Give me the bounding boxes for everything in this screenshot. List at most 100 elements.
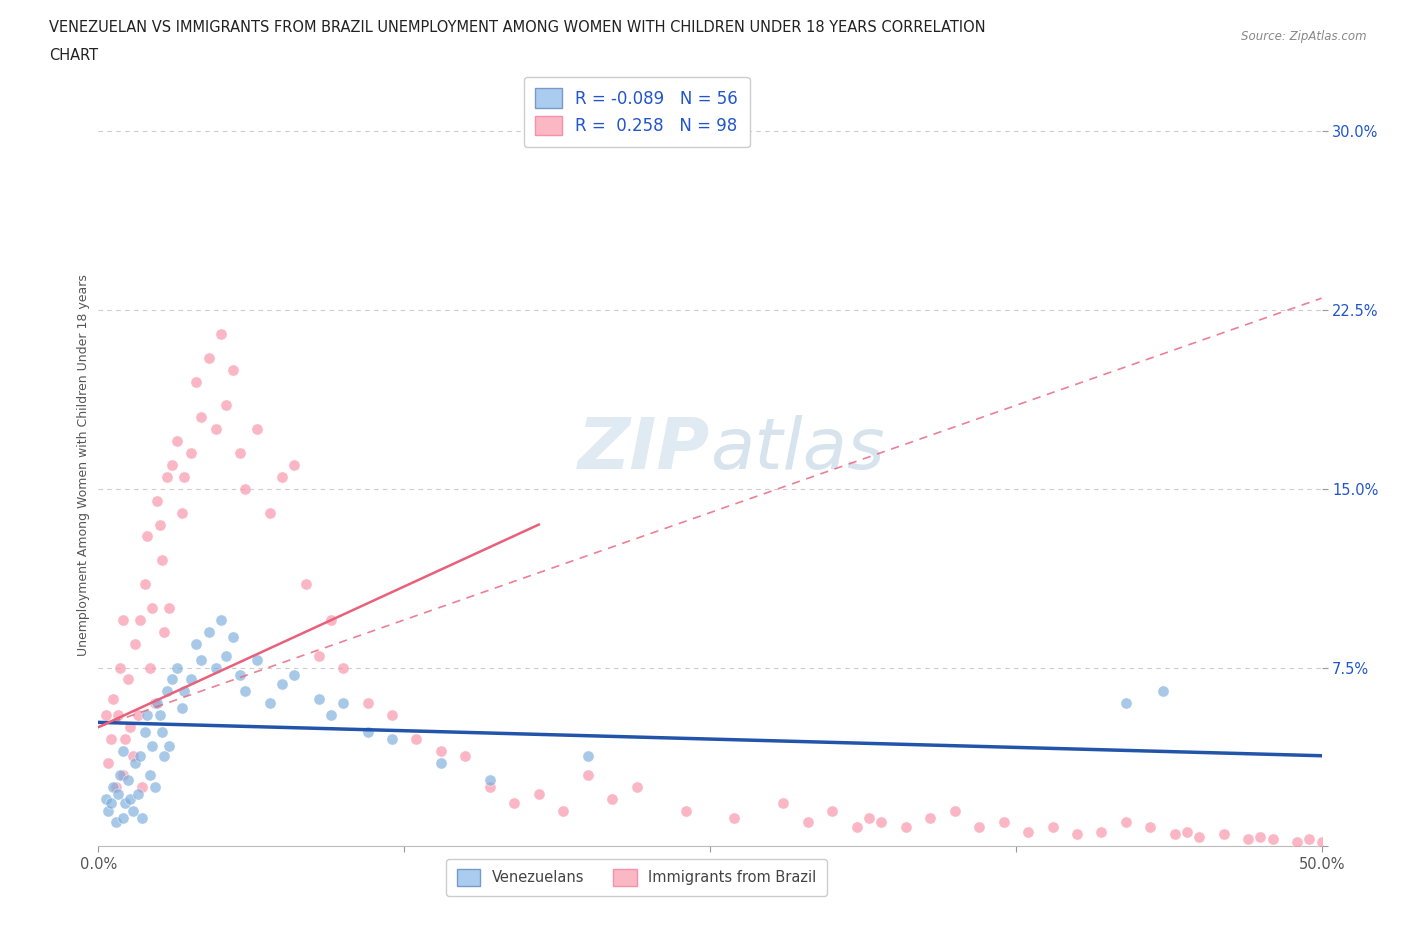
- Point: [723, 810, 745, 825]
- Point: [553, 804, 575, 818]
- Point: [170, 505, 193, 520]
- Point: [166, 660, 188, 675]
- Point: [146, 696, 169, 711]
- Point: [117, 672, 139, 687]
- Point: [209, 613, 232, 628]
- Point: [136, 708, 159, 723]
- Point: [131, 779, 153, 794]
- Point: [120, 791, 142, 806]
- Point: [270, 677, 294, 692]
- Text: VENEZUELAN VS IMMIGRANTS FROM BRAZIL UNEMPLOYMENT AMONG WOMEN WITH CHILDREN UNDE: VENEZUELAN VS IMMIGRANTS FROM BRAZIL UNE…: [49, 20, 986, 35]
- Point: [121, 749, 143, 764]
- Point: [943, 804, 966, 818]
- Point: [186, 374, 208, 389]
- Point: [190, 410, 212, 425]
- Point: [205, 422, 228, 437]
- Y-axis label: Unemployment Among Women with Children Under 18 years: Unemployment Among Women with Children U…: [77, 274, 90, 656]
- Point: [209, 326, 232, 341]
- Point: [821, 804, 844, 818]
- Point: [101, 691, 124, 706]
- Point: [136, 529, 159, 544]
- Point: [1286, 834, 1309, 849]
- Point: [111, 744, 134, 759]
- Point: [920, 810, 942, 825]
- Point: [356, 724, 378, 739]
- Point: [308, 691, 330, 706]
- Point: [1310, 834, 1333, 849]
- Point: [104, 779, 127, 794]
- Point: [381, 732, 404, 747]
- Point: [173, 684, 195, 698]
- Point: [100, 732, 122, 747]
- Point: [150, 724, 173, 739]
- Point: [180, 445, 202, 460]
- Point: [1115, 696, 1137, 711]
- Point: [156, 470, 179, 485]
- Point: [626, 779, 648, 794]
- Point: [1175, 825, 1198, 840]
- Point: [94, 791, 117, 806]
- Point: [1298, 831, 1320, 846]
- Point: [97, 755, 120, 770]
- Point: [111, 767, 134, 782]
- Point: [222, 630, 245, 644]
- Point: [1237, 831, 1260, 846]
- Point: [430, 755, 453, 770]
- Point: [1090, 825, 1112, 840]
- Point: [160, 458, 183, 472]
- Point: [246, 653, 269, 668]
- Legend: Venezuelans, Immigrants from Brazil: Venezuelans, Immigrants from Brazil: [447, 859, 827, 897]
- Point: [1334, 836, 1357, 851]
- Point: [894, 820, 917, 835]
- Point: [205, 660, 228, 675]
- Point: [675, 804, 697, 818]
- Point: [129, 613, 152, 628]
- Point: [107, 787, 129, 802]
- Point: [173, 470, 195, 485]
- Point: [246, 422, 269, 437]
- Point: [283, 458, 305, 472]
- Point: [124, 636, 146, 651]
- Point: [295, 577, 318, 591]
- Point: [146, 493, 169, 508]
- Point: [319, 613, 342, 628]
- Point: [214, 648, 236, 663]
- Point: [114, 732, 136, 747]
- Point: [797, 815, 820, 830]
- Point: [141, 601, 163, 616]
- Point: [153, 749, 176, 764]
- Point: [259, 696, 281, 711]
- Point: [858, 810, 880, 825]
- Point: [157, 738, 180, 753]
- Point: [127, 787, 149, 802]
- Point: [170, 700, 193, 715]
- Point: [1115, 815, 1137, 830]
- Point: [149, 708, 172, 723]
- Point: [478, 772, 501, 787]
- Point: [1042, 820, 1064, 835]
- Point: [94, 708, 117, 723]
- Point: [180, 672, 202, 687]
- Point: [1396, 834, 1406, 849]
- Point: [1152, 684, 1174, 698]
- Point: [1139, 820, 1161, 835]
- Point: [197, 351, 219, 365]
- Point: [110, 660, 132, 675]
- Point: [111, 613, 134, 628]
- Point: [120, 720, 142, 735]
- Point: [1017, 825, 1039, 840]
- Point: [308, 648, 330, 663]
- Point: [150, 553, 173, 568]
- Point: [527, 787, 550, 802]
- Point: [478, 779, 501, 794]
- Point: [222, 363, 245, 378]
- Point: [139, 660, 162, 675]
- Point: [101, 779, 124, 794]
- Point: [319, 708, 342, 723]
- Point: [576, 767, 599, 782]
- Point: [107, 708, 129, 723]
- Point: [229, 445, 252, 460]
- Point: [143, 779, 166, 794]
- Point: [157, 601, 180, 616]
- Text: Source: ZipAtlas.com: Source: ZipAtlas.com: [1241, 30, 1367, 43]
